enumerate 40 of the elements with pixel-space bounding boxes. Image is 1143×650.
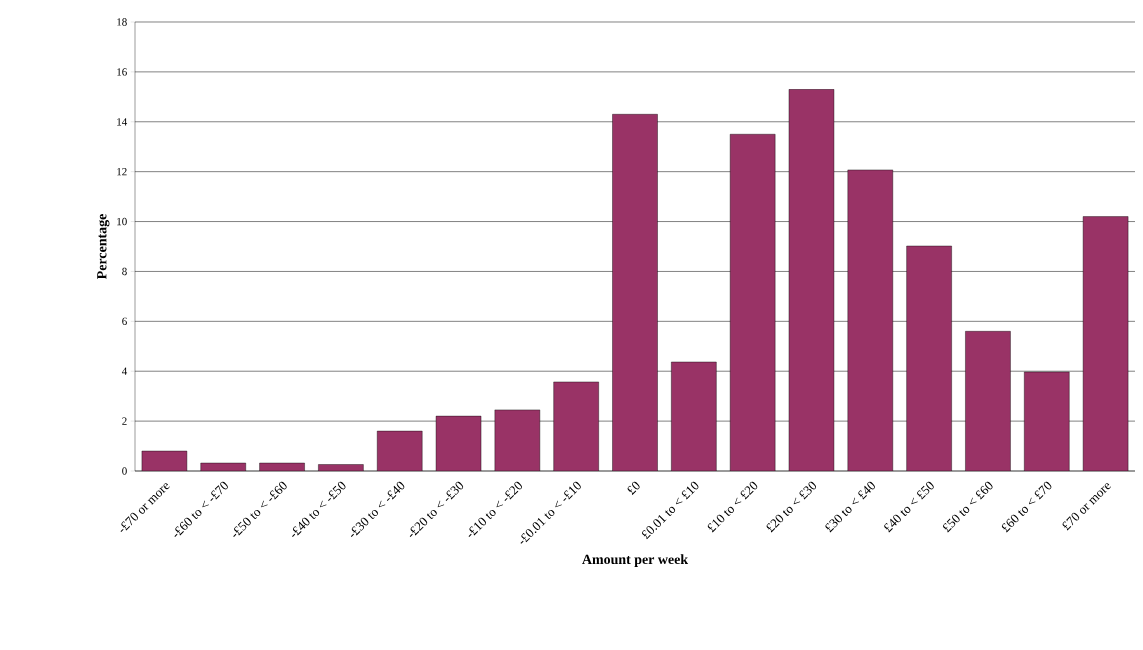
bar — [553, 381, 599, 471]
bar — [788, 89, 835, 471]
x-tick-label: £50 to < £60 — [943, 481, 993, 533]
y-axis-title: Percentage — [97, 214, 110, 280]
bar — [1024, 371, 1070, 471]
bar — [906, 245, 952, 471]
y-tick-label: 10 — [117, 217, 127, 226]
bar — [1082, 216, 1129, 471]
x-tick-label: £0 — [627, 481, 640, 495]
x-tick-label: -£60 to < -£70 — [174, 481, 228, 537]
x-tick-label: £10 to < £20 — [707, 481, 758, 533]
x-axis-title: Amount per week — [582, 554, 689, 567]
y-tick-label: 6 — [122, 317, 127, 326]
x-tick-label: -£10 to < -£20 — [468, 481, 522, 537]
y-tick-label: 14 — [117, 118, 128, 126]
bar — [671, 361, 717, 471]
x-tick-label: £30 to < £40 — [825, 481, 875, 533]
x-tick-label: -£30 to < -£40 — [350, 481, 405, 537]
bar — [435, 415, 482, 471]
y-tick-label: 8 — [122, 267, 127, 276]
y-tick-label: 4 — [121, 367, 128, 375]
y-tick-label: 2 — [122, 417, 127, 425]
x-tick-label: £40 to < £50 — [884, 481, 934, 533]
bar — [377, 430, 423, 471]
bar — [847, 169, 893, 471]
bar — [494, 409, 541, 471]
x-tick-label: -£50 to < -£60 — [233, 481, 287, 537]
bar — [729, 134, 776, 471]
x-tick-label: £20 to < £30 — [766, 481, 817, 533]
x-tick-label: -£40 to < -£50 — [292, 481, 346, 537]
x-tick-label: £70 or more — [1062, 483, 1111, 531]
bar — [965, 331, 1011, 471]
bar — [612, 114, 658, 471]
x-tick-label: -£20 to < -£30 — [409, 481, 464, 537]
x-tick-label: £60 to < £70 — [1001, 481, 1052, 533]
y-tick-label: 0 — [122, 467, 127, 475]
y-tick-label: 16 — [117, 68, 127, 76]
x-tick-label: -£70 or more — [120, 483, 170, 532]
y-tick-label: 18 — [117, 18, 127, 26]
y-tick-label: 12 — [117, 168, 127, 176]
